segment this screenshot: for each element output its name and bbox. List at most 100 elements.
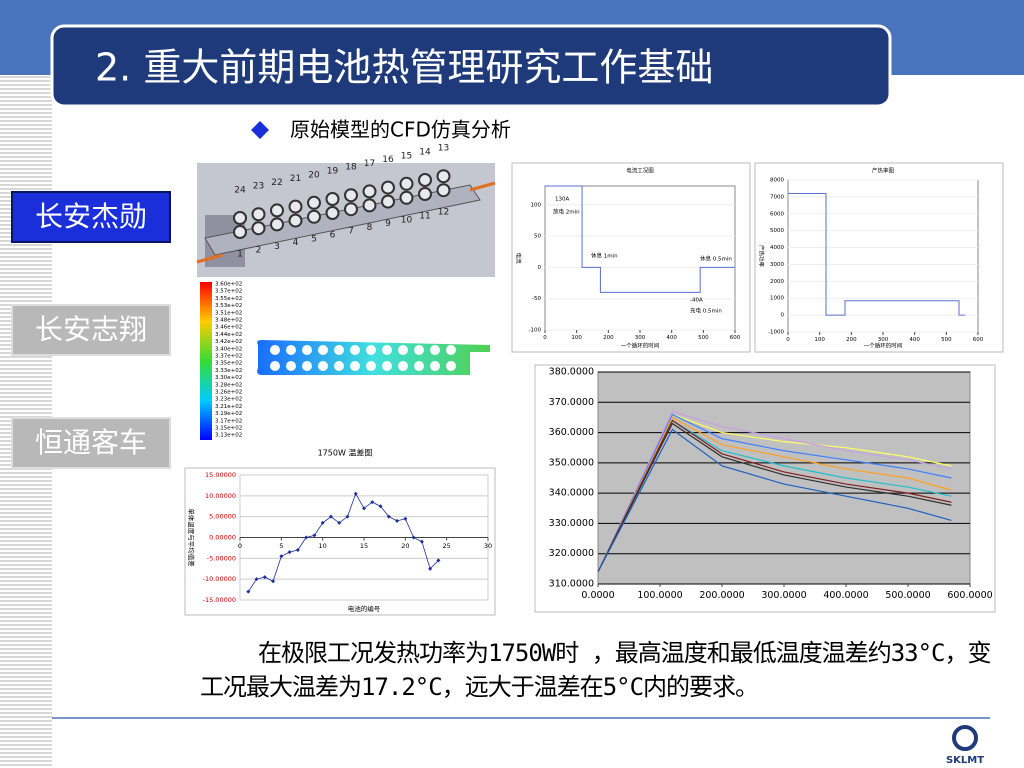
contour-hole — [302, 361, 312, 371]
y-tick-label: 15.00000 — [205, 471, 236, 479]
cell-number: 4 — [293, 238, 299, 248]
data-point — [337, 520, 342, 525]
contour-hole — [414, 345, 424, 355]
x-tick-label: 600 — [973, 337, 984, 343]
cell-number: 16 — [382, 155, 394, 165]
cell-number: 6 — [330, 231, 336, 241]
x-tick-label: 500 — [941, 337, 952, 343]
data-point — [403, 516, 408, 521]
contour-hole — [270, 345, 280, 355]
cell — [418, 187, 432, 201]
y-axis-label: 电流 — [515, 252, 523, 264]
cell — [251, 207, 266, 222]
series-line — [597, 419, 952, 573]
cell — [233, 211, 247, 225]
contour-hole — [366, 345, 376, 355]
y-tick-label: -10.00000 — [203, 575, 236, 583]
data-point — [353, 491, 358, 496]
y-tick-label: -15.00000 — [203, 596, 236, 604]
y-tick-label: 10.00000 — [205, 492, 236, 500]
contour-hole — [350, 361, 360, 371]
cell — [288, 213, 303, 228]
contour-caption: 1750W 温差图 — [318, 448, 373, 458]
contour-hole — [382, 345, 392, 355]
contour-hole — [318, 345, 328, 355]
x-tick-label: 500.0000 — [885, 590, 930, 601]
cell — [251, 221, 266, 236]
x-tick-label: 0 — [543, 335, 547, 341]
data-point — [386, 514, 391, 519]
y-tick-label: 350.0000 — [549, 457, 594, 468]
cell — [381, 180, 395, 195]
series-line — [788, 193, 966, 316]
x-tick-label: 600 — [730, 335, 741, 341]
cell — [307, 209, 321, 224]
contour-hole — [430, 345, 440, 355]
cell-number: 24 — [234, 186, 246, 196]
x-tick-label: 300 — [635, 335, 646, 341]
contour-legend-label: 3.44e+02 — [215, 332, 242, 338]
side-stripe — [0, 0, 52, 768]
cell — [399, 190, 414, 205]
sidebar-label: 恒通客车 — [35, 426, 147, 459]
contour-hole — [334, 345, 344, 355]
cell — [436, 169, 451, 184]
cell-number: 12 — [438, 208, 449, 218]
y-tick-label: -1000 — [768, 330, 784, 336]
contour-legend-label: 3.21e+02 — [215, 404, 242, 410]
contour-legend-label: 3.23e+02 — [215, 397, 242, 403]
contour-hole — [286, 345, 296, 355]
y-tick-label: 0 — [538, 265, 542, 271]
data-point — [395, 518, 400, 523]
data-point — [328, 514, 333, 519]
cell-number: 3 — [274, 242, 280, 252]
y-tick-label: 8000 — [770, 178, 784, 184]
cell-number: 2 — [256, 246, 262, 256]
contour-legend-label: 3.57e+02 — [215, 289, 242, 295]
cell-number: 8 — [367, 223, 373, 233]
series-line — [597, 416, 952, 573]
contour-hole — [430, 361, 440, 371]
y-tick-label: 340.0000 — [549, 488, 594, 499]
bullet — [251, 121, 269, 139]
plot-area — [597, 371, 971, 585]
series-line — [597, 413, 952, 573]
cell — [381, 194, 395, 209]
contour-legend-bar — [200, 282, 212, 440]
cell-number: 13 — [438, 144, 449, 154]
cell-number: 9 — [385, 219, 391, 229]
flow-arrow — [196, 253, 223, 264]
contour-hole — [366, 361, 376, 371]
cell — [362, 184, 377, 199]
x-tick-label: 15 — [360, 542, 368, 550]
cell-number: 15 — [401, 151, 412, 161]
title-box — [50, 24, 892, 108]
x-tick-label: 300 — [878, 337, 889, 343]
data-point — [312, 533, 317, 538]
annotation: 放电 2min — [553, 208, 580, 216]
x-tick-label: 20 — [401, 542, 409, 550]
cell-number: 7 — [348, 227, 354, 237]
cell-number: 20 — [308, 170, 320, 180]
contour-hole — [350, 345, 360, 355]
sidebar-label: 长安杰勋 — [35, 200, 147, 233]
x-tick-label: 500 — [698, 335, 709, 341]
contour-legend-label: 3.17e+02 — [215, 418, 242, 424]
conclusion: 在极限工况发热功率为1750W时 ，最高温度和最低温度温差约33°C，变工况最大… — [200, 639, 992, 701]
x-axis-label: 一个循环的时间 — [621, 342, 660, 350]
y-axis-label: 单体温度与平均值差 — [187, 508, 196, 567]
cell — [288, 199, 303, 214]
contour-legend-label: 3.35e+02 — [215, 361, 242, 367]
cell — [436, 183, 451, 198]
cell-number: 19 — [327, 167, 339, 177]
data-point — [370, 500, 375, 505]
cell-number: 5 — [311, 234, 317, 244]
series-line — [597, 410, 952, 573]
cell-number: 11 — [419, 212, 430, 222]
x-tick-label: 400 — [909, 337, 920, 343]
contour-legend-label: 3.33e+02 — [215, 368, 242, 374]
cell-number: 10 — [401, 215, 413, 225]
cell-number: 21 — [290, 174, 301, 184]
y-tick-label: 380.0000 — [549, 367, 594, 378]
contour-hole — [398, 345, 408, 355]
